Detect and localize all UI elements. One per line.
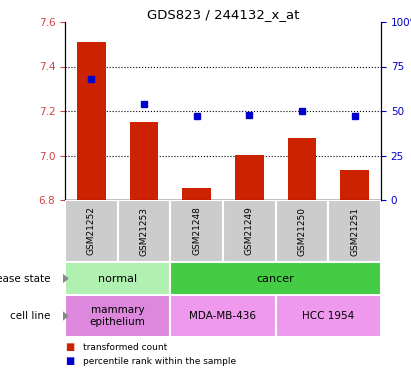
Bar (170, 295, 276, 337)
Text: GSM21249: GSM21249 (245, 207, 254, 255)
Text: normal: normal (98, 273, 137, 284)
Title: GDS823 / 244132_x_at: GDS823 / 244132_x_at (147, 8, 299, 21)
Bar (118, 200, 170, 262)
Text: transformed count: transformed count (83, 342, 168, 351)
Text: ■: ■ (65, 342, 74, 352)
Bar (170, 262, 381, 295)
Text: GSM21250: GSM21250 (298, 207, 307, 255)
Text: MDA-MB-436: MDA-MB-436 (189, 311, 256, 321)
Bar (276, 295, 381, 337)
Bar (65, 262, 170, 295)
Bar (182, 188, 211, 200)
Bar (65, 200, 118, 262)
Bar (170, 200, 223, 262)
Text: GSM21248: GSM21248 (192, 207, 201, 255)
Bar (235, 156, 264, 200)
Text: mammary
epithelium: mammary epithelium (90, 305, 145, 327)
Text: HCC 1954: HCC 1954 (302, 311, 354, 321)
Text: GSM21251: GSM21251 (350, 207, 359, 255)
Text: cancer: cancer (257, 273, 295, 284)
Polygon shape (63, 311, 69, 321)
Text: ■: ■ (65, 356, 74, 366)
Bar (340, 170, 369, 200)
Text: GSM21253: GSM21253 (139, 207, 148, 255)
Bar (276, 200, 328, 262)
Bar (288, 138, 316, 200)
Text: disease state: disease state (0, 273, 51, 284)
Bar (129, 122, 159, 200)
Bar (65, 295, 170, 337)
Text: cell line: cell line (10, 311, 51, 321)
Bar (328, 200, 381, 262)
Text: GSM21252: GSM21252 (87, 207, 96, 255)
Polygon shape (63, 274, 69, 283)
Bar (77, 42, 106, 200)
Text: percentile rank within the sample: percentile rank within the sample (83, 357, 237, 366)
Bar (223, 200, 276, 262)
